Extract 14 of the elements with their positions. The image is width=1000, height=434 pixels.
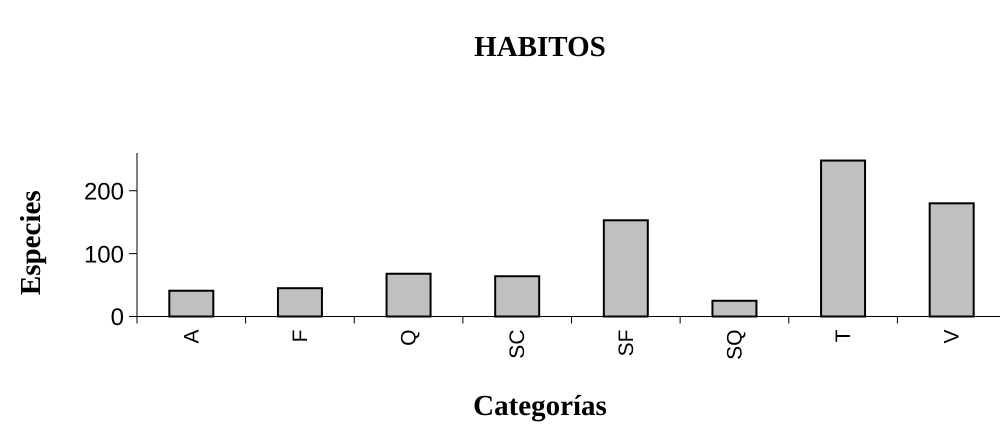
y-tick-label: 100 (84, 241, 124, 268)
x-tick-label: SQ (723, 330, 746, 360)
x-tick-label: T (832, 329, 856, 342)
chart-title: HABITOS (474, 31, 606, 63)
y-tick-label: 200 (84, 178, 124, 206)
x-tick-label: F (288, 330, 312, 342)
y-axis-title: Especies (15, 190, 47, 296)
y-tick-label: 0 (110, 304, 124, 332)
x-tick-label: Q (398, 330, 421, 346)
x-tick-label: V (940, 330, 964, 344)
x-tick-label: SF (614, 330, 638, 356)
x-tick-label: SC (506, 330, 530, 359)
x-tick-label: A (180, 330, 204, 344)
x-axis-title: Categorías (473, 390, 607, 422)
